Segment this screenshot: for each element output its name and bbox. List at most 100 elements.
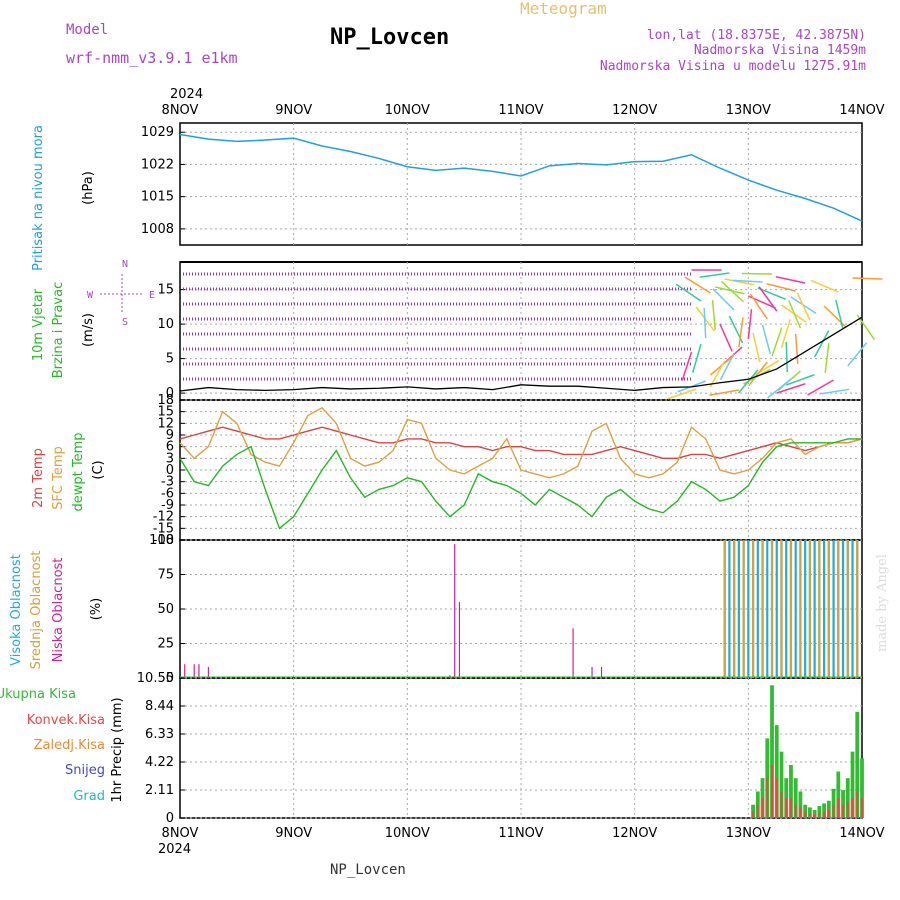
compass-label: E — [149, 290, 155, 301]
wind-barb — [785, 341, 789, 373]
wind-barb — [757, 287, 786, 300]
precip-bar-total — [812, 810, 817, 818]
pressure-unit-label: (hPa) — [81, 171, 96, 205]
y-tick-label: 9 — [166, 428, 174, 443]
precip-bar-total — [822, 803, 827, 818]
time-tick-label: 11NOV — [498, 103, 543, 118]
time-tick-label: 9NOV — [275, 826, 312, 841]
precip-bar-total — [770, 685, 774, 818]
wind-barb — [796, 292, 811, 321]
year-top: 2024 — [170, 87, 203, 102]
wind-barb — [667, 388, 697, 400]
precip-bar-total — [860, 758, 864, 818]
precip-bar-conv — [804, 811, 807, 818]
precip-legend-label: Zaledj.Kisa — [34, 738, 105, 753]
compass-label: S — [122, 317, 128, 328]
high-cloud-label: Visoka Oblacnost — [9, 554, 24, 666]
wind-barb — [749, 293, 768, 320]
wind-axis-label-2: Brzina i Pravac — [51, 282, 66, 379]
mid-cloud-label: Srednja Oblacnost — [29, 551, 44, 670]
chart-marks — [179, 133, 883, 818]
wind-barb — [752, 332, 761, 363]
wind-barb — [732, 279, 763, 283]
time-tick-label: 8NOV — [162, 103, 199, 118]
precip-bar-conv — [813, 814, 816, 818]
precip-bar-conv — [842, 804, 845, 818]
precip-bar-total — [774, 725, 779, 818]
wind-barb — [819, 388, 850, 395]
y-tick-label: 8.44 — [145, 699, 174, 714]
model-label: Model — [66, 22, 108, 38]
precip-bar-conv — [785, 798, 788, 818]
precip-bar-conv — [808, 814, 811, 818]
y-tick-label: 4.22 — [145, 755, 174, 770]
wind-barb — [780, 319, 791, 349]
precip-bar-conv — [823, 811, 826, 818]
wind-barb — [737, 369, 759, 394]
precip-bar-conv — [799, 807, 802, 818]
time-tick-label: 14NOV — [839, 826, 884, 841]
y-tick-label: 0 — [166, 386, 174, 401]
y-tick-label: 6 — [166, 440, 174, 455]
y-tick-label: 5 — [166, 352, 174, 367]
wind-barb — [767, 378, 792, 399]
precip-bar-conv — [794, 804, 797, 818]
wind-barb — [699, 272, 730, 278]
year-bottom: 2024 — [158, 842, 191, 857]
wind-barb — [712, 288, 735, 311]
precip-bar-total — [845, 778, 850, 818]
pressure-line — [179, 133, 863, 222]
sfc-axis-label: SFC Temp — [51, 446, 66, 510]
wind-barb — [776, 383, 806, 394]
compass-label: W — [87, 290, 94, 301]
wind-barb — [852, 277, 883, 280]
wind-barb — [675, 283, 702, 302]
compass-label: N — [122, 259, 128, 270]
wind-barb — [742, 272, 773, 275]
precip-bar-conv — [846, 802, 849, 818]
precip-bar-conv — [775, 778, 778, 818]
y-tick-label: -3 — [161, 475, 174, 490]
coords-text: lon,lat (18.8375E, 42.3875N) — [647, 28, 866, 43]
time-tick-label: 13NOV — [726, 826, 771, 841]
y-tick-label: 100 — [149, 533, 174, 548]
precip-bar-total — [798, 791, 803, 818]
y-tick-label: 1022 — [141, 157, 174, 172]
t2m-line — [179, 426, 863, 460]
wind-barb — [813, 330, 830, 358]
time-tick-label: 10NOV — [385, 103, 430, 118]
wind-barb — [724, 278, 755, 286]
time-ticks-bottom: 8NOV 9NOV 10NOV 11NOV 12NOV 13NOV 14NOV — [162, 826, 885, 841]
time-tick-label: 8NOV — [162, 826, 199, 841]
wind-speed-line — [179, 316, 863, 392]
wind-barb — [771, 327, 783, 357]
wind-barb — [681, 351, 693, 381]
y-tick-label: 10.55 — [137, 671, 174, 686]
precip-bar-conv — [861, 798, 863, 818]
precip-bar-conv — [766, 778, 769, 818]
time-tick-label: 13NOV — [726, 103, 771, 118]
pressure-axis-label: Pritisak na nivou mora — [31, 125, 46, 271]
wind-barb — [715, 286, 745, 295]
wind-barb — [788, 300, 802, 329]
wind-barb — [747, 309, 753, 340]
precip-bar-conv — [851, 798, 854, 818]
precip-bar-total — [841, 790, 845, 818]
wind-barb — [711, 300, 716, 331]
precip-bar-conv — [827, 810, 830, 818]
precip-bar-total — [808, 807, 812, 818]
wind-barb — [752, 359, 780, 377]
precip-bar-total — [836, 771, 841, 818]
precip-bar-conv — [752, 811, 755, 818]
time-tick-label: 12NOV — [612, 103, 657, 118]
y-tick-label: -6 — [161, 486, 174, 501]
wind-barb — [807, 379, 834, 396]
y-tick-label: 1029 — [141, 125, 174, 140]
time-tick-label: 14NOV — [839, 103, 884, 118]
time-ticks-top: 8NOV 9NOV 10NOV 11NOV 12NOV 13NOV 14NOV — [162, 103, 885, 118]
precip-bar-total — [793, 778, 798, 818]
time-tick-label: 12NOV — [612, 826, 657, 841]
footer-station: NP_Lovcen — [330, 862, 406, 878]
altitude-text: Nadmorska Visina 1459m — [694, 43, 866, 58]
precip-bar-conv — [832, 804, 835, 818]
